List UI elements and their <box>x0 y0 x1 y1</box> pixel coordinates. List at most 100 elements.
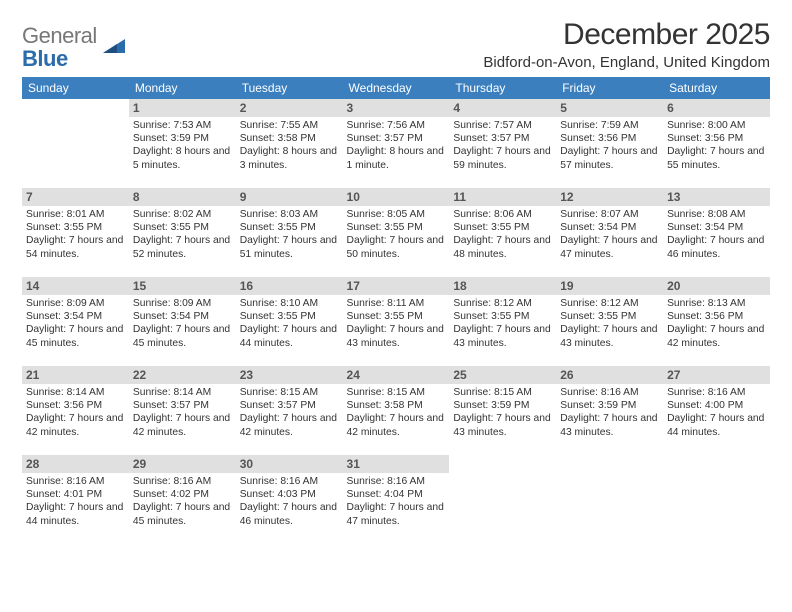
calendar-day-cell: 3 Sunrise: 7:56 AMSunset: 3:57 PMDaylight… <box>343 99 450 188</box>
sunrise-text: Sunrise: 8:01 AM <box>26 208 125 221</box>
day-info: Sunrise: 8:16 AMSunset: 4:00 PMDaylight:… <box>667 386 766 439</box>
day-info: Sunrise: 8:14 AMSunset: 3:57 PMDaylight:… <box>133 386 232 439</box>
sunrise-text: Sunrise: 8:11 AM <box>347 297 446 310</box>
calendar-day-cell: 30Sunrise: 8:16 AMSunset: 4:03 PMDayligh… <box>236 455 343 544</box>
calendar-day-cell: 4 Sunrise: 7:57 AMSunset: 3:57 PMDaylight… <box>449 99 556 188</box>
logo: General Blue <box>22 18 127 70</box>
daylight-text: Daylight: 8 hours and 3 minutes. <box>240 145 339 171</box>
sunset-text: Sunset: 3:57 PM <box>240 399 339 412</box>
sunset-text: Sunset: 3:55 PM <box>347 221 446 234</box>
day-info: Sunrise: 7:55 AMSunset: 3:58 PMDaylight:… <box>240 119 339 172</box>
day-header: Friday <box>556 77 663 99</box>
sunset-text: Sunset: 3:56 PM <box>667 132 766 145</box>
sunset-text: Sunset: 3:57 PM <box>133 399 232 412</box>
sunrise-text: Sunrise: 8:14 AM <box>26 386 125 399</box>
sunset-text: Sunset: 3:56 PM <box>26 399 125 412</box>
day-number: 11 <box>449 188 556 206</box>
sunset-text: Sunset: 3:54 PM <box>26 310 125 323</box>
daylight-text: Daylight: 7 hours and 44 minutes. <box>240 323 339 349</box>
sunrise-text: Sunrise: 7:53 AM <box>133 119 232 132</box>
sunset-text: Sunset: 3:59 PM <box>560 399 659 412</box>
sunrise-text: Sunrise: 8:15 AM <box>347 386 446 399</box>
daylight-text: Daylight: 7 hours and 55 minutes. <box>667 145 766 171</box>
sunrise-text: Sunrise: 8:12 AM <box>560 297 659 310</box>
sunrise-text: Sunrise: 8:16 AM <box>347 475 446 488</box>
day-info: Sunrise: 8:00 AMSunset: 3:56 PMDaylight:… <box>667 119 766 172</box>
day-number: 29 <box>129 455 236 473</box>
day-number: 14 <box>22 277 129 295</box>
day-number: 24 <box>343 366 450 384</box>
day-number: 3 <box>343 99 450 117</box>
daylight-text: Daylight: 7 hours and 47 minutes. <box>347 501 446 527</box>
day-number: 25 <box>449 366 556 384</box>
daylight-text: Daylight: 7 hours and 48 minutes. <box>453 234 552 260</box>
day-info: Sunrise: 7:53 AMSunset: 3:59 PMDaylight:… <box>133 119 232 172</box>
sunset-text: Sunset: 3:54 PM <box>667 221 766 234</box>
day-number: 15 <box>129 277 236 295</box>
daylight-text: Daylight: 8 hours and 5 minutes. <box>133 145 232 171</box>
calendar-day-cell: 16Sunrise: 8:10 AMSunset: 3:55 PMDayligh… <box>236 277 343 366</box>
day-number: 2 <box>236 99 343 117</box>
day-info: Sunrise: 8:15 AMSunset: 3:58 PMDaylight:… <box>347 386 446 439</box>
day-number: 30 <box>236 455 343 473</box>
daylight-text: Daylight: 7 hours and 42 minutes. <box>667 323 766 349</box>
sunset-text: Sunset: 3:55 PM <box>240 221 339 234</box>
sunrise-text: Sunrise: 8:16 AM <box>667 386 766 399</box>
sunrise-text: Sunrise: 8:15 AM <box>240 386 339 399</box>
daylight-text: Daylight: 7 hours and 42 minutes. <box>133 412 232 438</box>
day-info: Sunrise: 8:15 AMSunset: 3:57 PMDaylight:… <box>240 386 339 439</box>
calendar-day-cell: 20Sunrise: 8:13 AMSunset: 3:56 PMDayligh… <box>663 277 770 366</box>
sunrise-text: Sunrise: 8:16 AM <box>560 386 659 399</box>
day-info: Sunrise: 8:06 AMSunset: 3:55 PMDaylight:… <box>453 208 552 261</box>
day-info: Sunrise: 8:09 AMSunset: 3:54 PMDaylight:… <box>133 297 232 350</box>
sunrise-text: Sunrise: 8:00 AM <box>667 119 766 132</box>
sunrise-text: Sunrise: 7:55 AM <box>240 119 339 132</box>
calendar-day-cell: 25Sunrise: 8:15 AMSunset: 3:59 PMDayligh… <box>449 366 556 455</box>
sunset-text: Sunset: 4:00 PM <box>667 399 766 412</box>
calendar-day-cell: 24 Sunrise: 8:15 AMSunset: 3:58 PMDayligh… <box>343 366 450 455</box>
day-info: Sunrise: 8:10 AMSunset: 3:55 PMDaylight:… <box>240 297 339 350</box>
day-number: 4 <box>449 99 556 117</box>
day-info: Sunrise: 7:56 AMSunset: 3:57 PMDaylight:… <box>347 119 446 172</box>
calendar-day-cell: 19 Sunrise: 8:12 AMSunset: 3:55 PMDayligh… <box>556 277 663 366</box>
calendar-day-cell: 7Sunrise: 8:01 AMSunset: 3:55 PMDaylight… <box>22 188 129 277</box>
day-info: Sunrise: 8:08 AMSunset: 3:54 PMDaylight:… <box>667 208 766 261</box>
daylight-text: Daylight: 7 hours and 43 minutes. <box>560 323 659 349</box>
calendar-day-cell <box>556 455 663 544</box>
calendar-day-cell: 13 Sunrise: 8:08 AMSunset: 3:54 PMDayligh… <box>663 188 770 277</box>
sunrise-text: Sunrise: 7:57 AM <box>453 119 552 132</box>
daylight-text: Daylight: 7 hours and 47 minutes. <box>560 234 659 260</box>
day-number: 1 <box>129 99 236 117</box>
sunrise-text: Sunrise: 8:16 AM <box>240 475 339 488</box>
day-info: Sunrise: 8:09 AMSunset: 3:54 PMDaylight:… <box>26 297 125 350</box>
sunset-text: Sunset: 4:02 PM <box>133 488 232 501</box>
day-info: Sunrise: 8:16 AMSunset: 4:04 PMDaylight:… <box>347 475 446 528</box>
day-number: 9 <box>236 188 343 206</box>
day-number: 13 <box>663 188 770 206</box>
day-number: 5 <box>556 99 663 117</box>
day-info: Sunrise: 8:07 AMSunset: 3:54 PMDaylight:… <box>560 208 659 261</box>
calendar-day-cell: 8Sunrise: 8:02 AMSunset: 3:55 PMDaylight… <box>129 188 236 277</box>
sunset-text: Sunset: 3:58 PM <box>347 399 446 412</box>
calendar-week-row: 1 Sunrise: 7:53 AMSunset: 3:59 PMDaylight… <box>22 99 770 188</box>
daylight-text: Daylight: 7 hours and 42 minutes. <box>347 412 446 438</box>
sunrise-text: Sunrise: 8:16 AM <box>26 475 125 488</box>
day-info: Sunrise: 7:57 AMSunset: 3:57 PMDaylight:… <box>453 119 552 172</box>
sunset-text: Sunset: 3:55 PM <box>453 310 552 323</box>
sunrise-text: Sunrise: 8:13 AM <box>667 297 766 310</box>
day-number: 6 <box>663 99 770 117</box>
sunrise-text: Sunrise: 7:56 AM <box>347 119 446 132</box>
logo-text: General Blue <box>22 24 97 70</box>
day-header: Saturday <box>663 77 770 99</box>
sunset-text: Sunset: 3:55 PM <box>26 221 125 234</box>
header: General Blue December 2025 Bidford-on-Av… <box>22 18 770 71</box>
day-number: 19 <box>556 277 663 295</box>
daylight-text: Daylight: 7 hours and 42 minutes. <box>240 412 339 438</box>
sunrise-text: Sunrise: 8:12 AM <box>453 297 552 310</box>
title-block: December 2025 Bidford-on-Avon, England, … <box>483 18 770 71</box>
calendar-day-cell: 26Sunrise: 8:16 AMSunset: 3:59 PMDayligh… <box>556 366 663 455</box>
sunset-text: Sunset: 3:55 PM <box>560 310 659 323</box>
daylight-text: Daylight: 7 hours and 46 minutes. <box>240 501 339 527</box>
day-info: Sunrise: 8:12 AMSunset: 3:55 PMDaylight:… <box>560 297 659 350</box>
calendar-day-cell: 14 Sunrise: 8:09 AMSunset: 3:54 PMDayligh… <box>22 277 129 366</box>
